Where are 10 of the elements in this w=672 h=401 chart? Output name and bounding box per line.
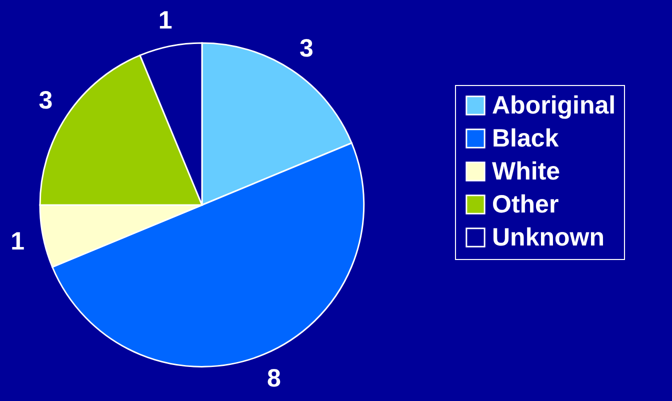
- legend-label: Unknown: [492, 224, 604, 252]
- data-label: 3: [299, 34, 314, 63]
- data-label: 1: [10, 228, 25, 256]
- data-label: 1: [158, 6, 172, 35]
- legend-label: Black: [492, 124, 559, 152]
- legend-label: Other: [492, 190, 559, 218]
- data-label: 3: [38, 86, 53, 115]
- data-label: 8: [266, 364, 281, 393]
- legend-label: Aboriginal: [492, 92, 616, 120]
- legend-label: White: [492, 158, 560, 186]
